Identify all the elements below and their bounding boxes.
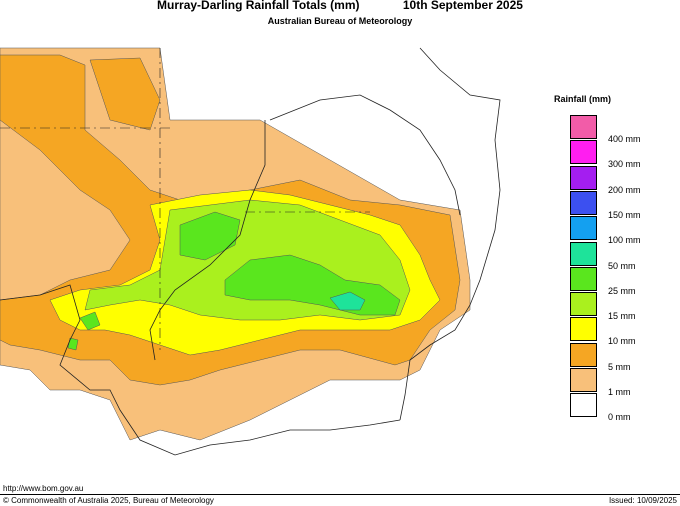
rain-zone-25mm-sa	[79, 311, 101, 331]
legend-label: 15 mm	[608, 311, 636, 322]
legend-label: 100 mm	[608, 235, 641, 246]
legend-label: 0 mm	[608, 412, 631, 423]
legend-swatch	[570, 140, 597, 165]
source-url: http://www.bom.gov.au	[3, 484, 84, 493]
rain-zone-25mm-sa2	[67, 337, 79, 351]
copyright-text: © Commonwealth of Australia 2025, Bureau…	[3, 496, 214, 505]
legend-label: 1 mm	[608, 387, 631, 397]
issued-date: Issued: 10/09/2025	[608, 496, 677, 505]
legend-label: 300 mm	[608, 159, 641, 170]
rain-zone-5mm-north	[89, 57, 161, 131]
legend-swatch	[570, 241, 597, 266]
state-border-nsw-qld	[149, 120, 266, 361]
legend-label: 150 mm	[608, 209, 641, 220]
footer-divider	[0, 494, 680, 495]
coastline-south	[0, 284, 401, 456]
legend-swatch	[570, 216, 597, 241]
legend-swatch	[570, 393, 597, 418]
legend-swatch	[570, 115, 597, 139]
legend-swatch	[570, 317, 597, 342]
inland-border	[269, 94, 461, 216]
title-date: 10th September 2025	[402, 0, 523, 12]
legend-label: 50 mm	[608, 260, 636, 271]
legend-label: 400 mm	[608, 134, 641, 144]
legend-label: 10 mm	[608, 336, 636, 347]
rain-zone-25mm-west	[179, 211, 241, 261]
title-text: Murray-Darling Rainfall Totals (mm)	[157, 0, 360, 12]
coastline-east	[399, 47, 501, 421]
map-title: Murray-Darling Rainfall Totals (mm) 10th…	[0, 0, 680, 12]
legend-swatch	[570, 190, 597, 215]
legend-swatch	[570, 165, 597, 190]
rain-zone-50mm	[329, 291, 366, 311]
map-subtitle: Australian Bureau of Meteorology	[267, 16, 413, 26]
legend-swatch	[570, 342, 597, 367]
legend-label: 200 mm	[608, 184, 641, 195]
legend-title: Rainfall (mm)	[554, 94, 612, 104]
legend-swatch	[570, 368, 597, 392]
legend-label: 5 mm	[608, 361, 631, 372]
legend-label: 25 mm	[608, 285, 636, 296]
legend-swatch	[570, 292, 597, 317]
legend-swatch	[570, 266, 597, 291]
